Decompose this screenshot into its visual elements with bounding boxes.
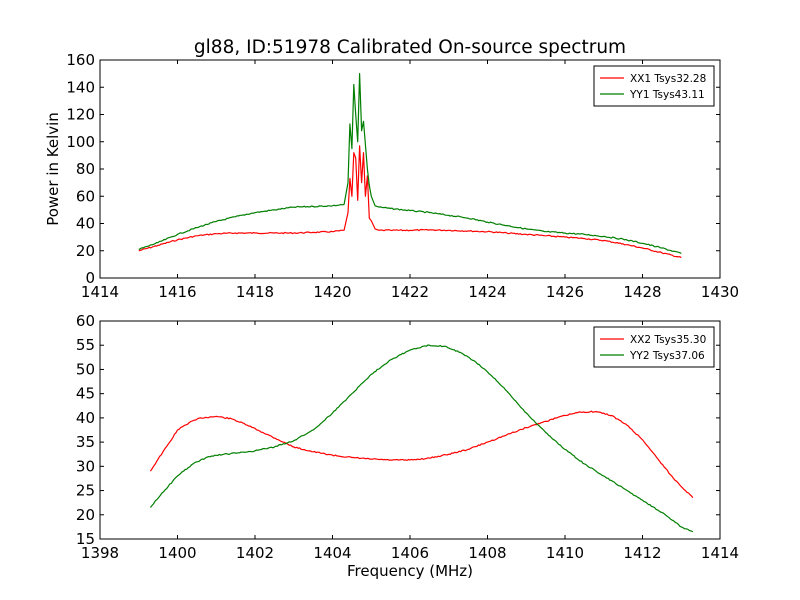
y-tick-label: 80 <box>76 160 95 178</box>
y-tick-label: 50 <box>76 360 95 378</box>
x-tick-label: 1406 <box>391 544 429 562</box>
plot-bottom: 1398 1400 1402 1404 1406 1408 1410 1412 1414 15 20… <box>76 312 739 580</box>
x-tick-label: 1404 <box>313 544 351 562</box>
x-tick-label: 1410 <box>546 544 584 562</box>
x-tick-label: 1422 <box>391 283 429 301</box>
legend-box <box>593 65 715 107</box>
y-tick-label: 40 <box>76 215 95 233</box>
series-line-2 <box>149 344 694 533</box>
x-tick-label: 1414 <box>701 544 739 562</box>
series-line-2 <box>138 73 682 255</box>
x-tick-label: 1398 <box>81 544 119 562</box>
series-line-1 <box>138 145 682 259</box>
plot-bottom-xlabel: Frequency (MHz) <box>347 562 473 580</box>
y-tick-label: 0 <box>85 269 95 287</box>
legend-label: YY2 Tsys37.06 <box>629 350 705 362</box>
plot-bottom-series <box>149 344 694 533</box>
x-tick-label: 1400 <box>158 544 196 562</box>
y-tick-label: 140 <box>66 78 95 96</box>
plot-bottom-legend: XX2 Tsys35.30 YY2 Tsys37.06 <box>593 326 715 368</box>
x-tick-label: 1418 <box>236 283 274 301</box>
legend-label: XX1 Tsys32.28 <box>630 73 706 85</box>
y-tick-label: 20 <box>76 506 95 524</box>
x-tick-label: 1426 <box>546 283 584 301</box>
x-tick-label: 1408 <box>468 544 506 562</box>
series-line-1 <box>149 410 694 499</box>
y-tick-label: 40 <box>76 409 95 427</box>
plot-bottom-ticks: 1398 1400 1402 1404 1406 1408 1410 1412 1414 15 20… <box>76 312 739 562</box>
y-tick-label: 45 <box>76 385 95 403</box>
x-tick-label: 1428 <box>623 283 661 301</box>
x-tick-label: 1416 <box>158 283 196 301</box>
y-tick-label: 55 <box>76 336 95 354</box>
y-tick-label: 25 <box>76 482 95 500</box>
y-tick-label: 20 <box>76 242 95 260</box>
x-tick-label: 1402 <box>236 544 274 562</box>
x-tick-label: 1420 <box>313 283 351 301</box>
y-tick-label: 15 <box>76 530 95 548</box>
y-tick-label: 35 <box>76 433 95 451</box>
plot-top: 1414 1416 1418 1420 1422 1424 1426 1428 1430 0 20 4… <box>44 51 739 301</box>
x-tick-label: 1430 <box>701 283 739 301</box>
y-tick-label: 30 <box>76 457 95 475</box>
y-tick-label: 60 <box>76 312 95 330</box>
legend-label: YY1 Tsys43.11 <box>629 89 705 101</box>
y-tick-label: 60 <box>76 187 95 205</box>
y-tick-label: 160 <box>66 51 95 69</box>
y-tick-label: 100 <box>66 133 95 151</box>
chart-title: gl88, ID:51978 Calibrated On-source spec… <box>194 37 626 58</box>
plot-top-series <box>138 73 682 259</box>
plot-top-ticks: 1414 1416 1418 1420 1422 1424 1426 1428 1430 0 20 4… <box>66 51 739 301</box>
x-tick-label: 1414 <box>81 283 119 301</box>
y-tick-label: 120 <box>66 106 95 124</box>
x-tick-label: 1424 <box>468 283 506 301</box>
plot-top-ylabel: Power in Kelvin <box>44 112 62 226</box>
legend-label: XX2 Tsys35.30 <box>630 334 706 346</box>
plot-top-legend: XX1 Tsys32.28 YY1 Tsys43.11 <box>593 65 715 107</box>
legend-box <box>593 326 715 368</box>
x-tick-label: 1412 <box>623 544 661 562</box>
